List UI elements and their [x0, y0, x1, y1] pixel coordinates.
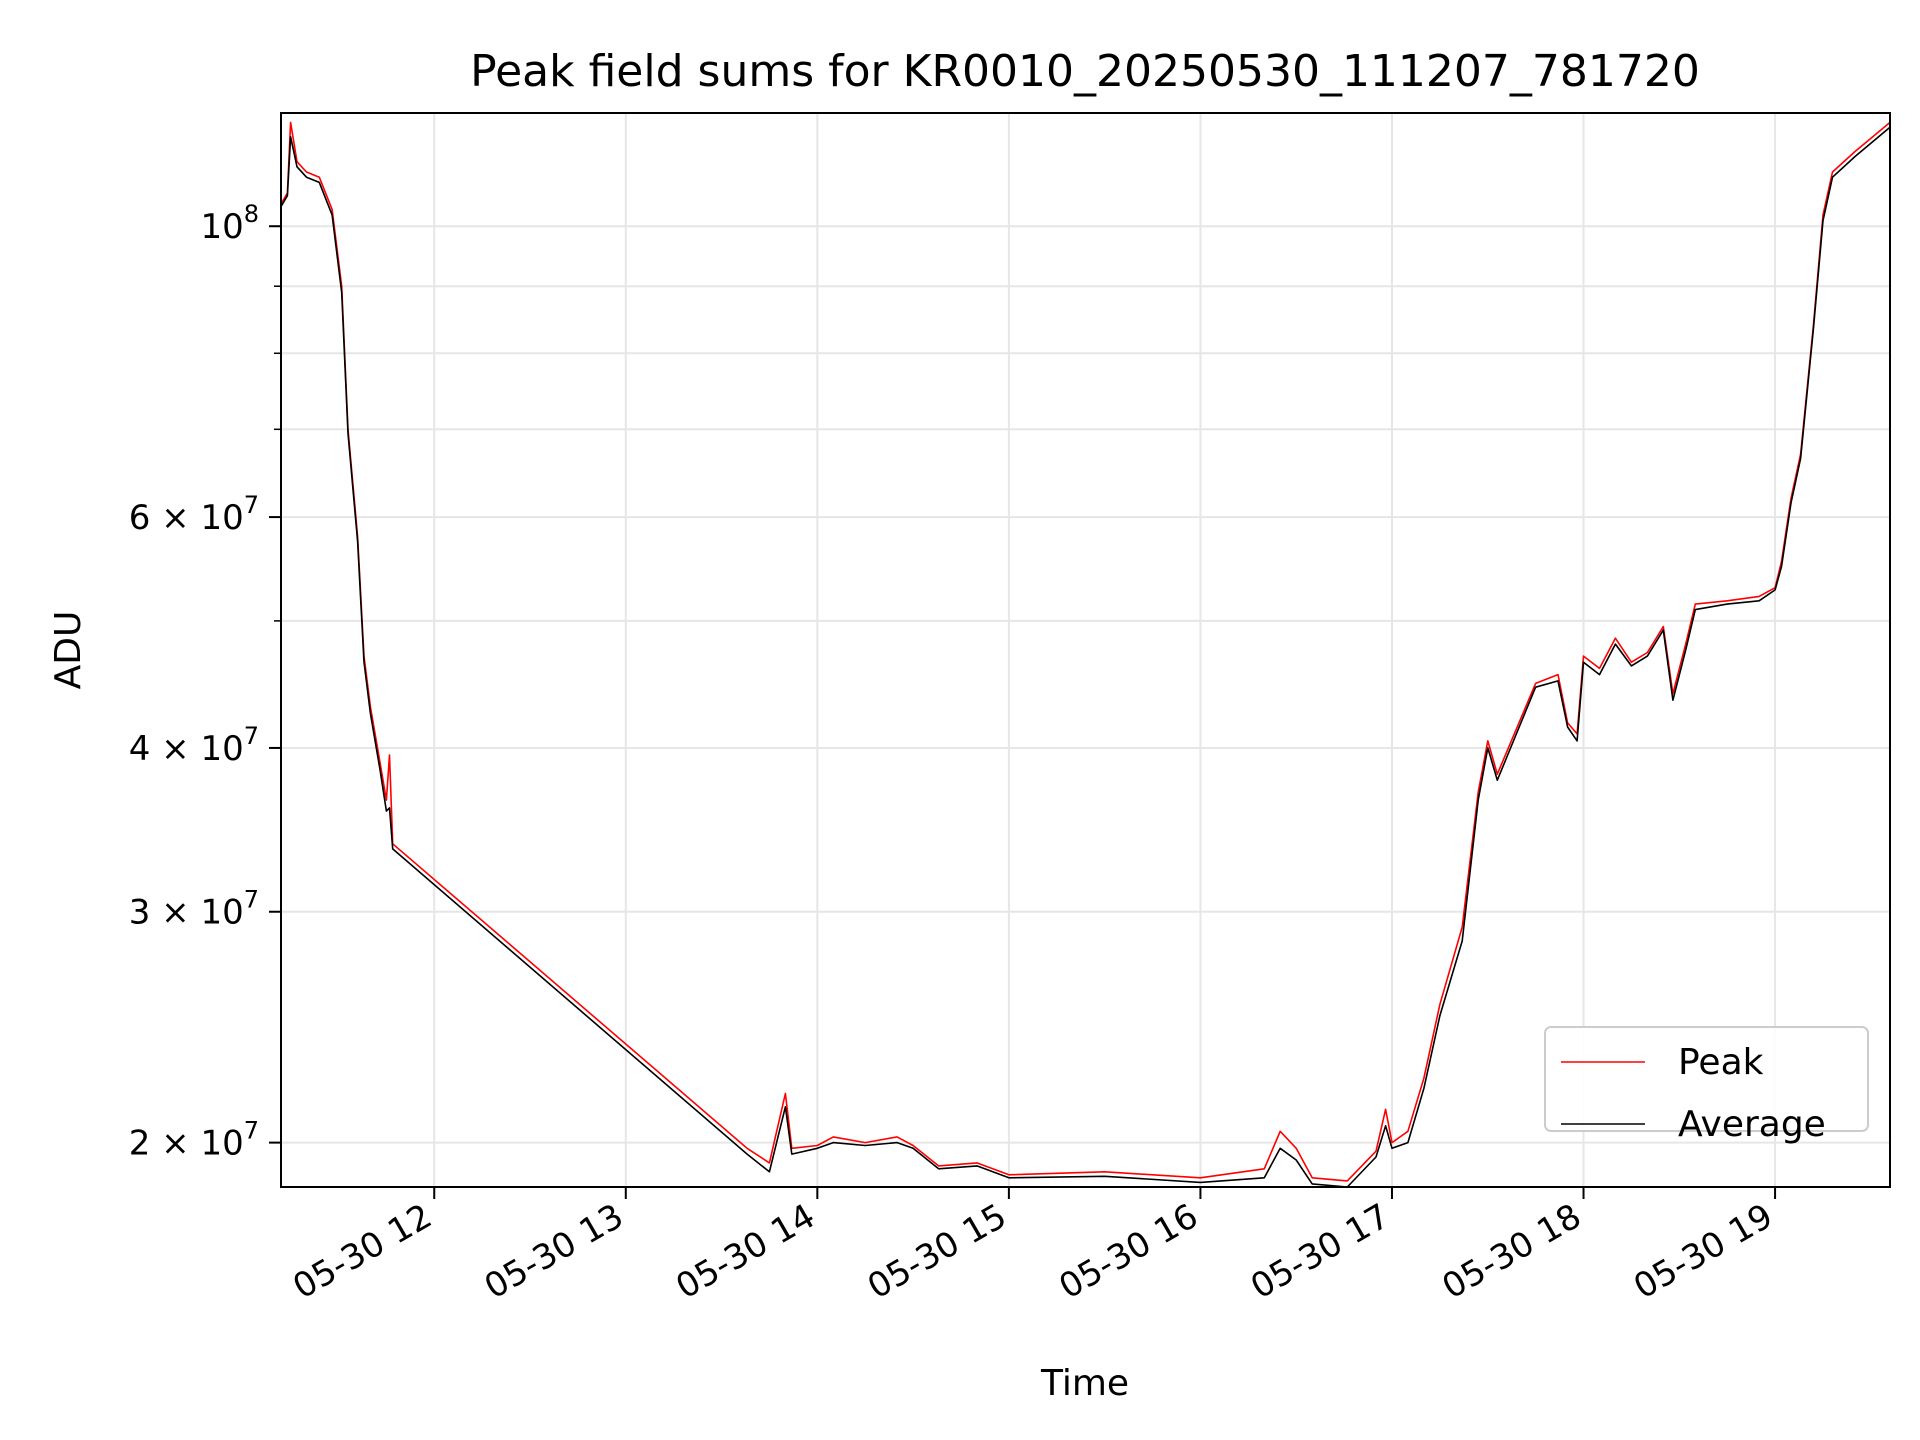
y-tick-label: 2 × 107: [129, 1117, 259, 1164]
legend-box: [1544, 1026, 1869, 1132]
y-tick-label-exponent: 7: [244, 722, 259, 750]
y-tick-label-exponent: 7: [244, 491, 259, 519]
legend-label-average: Average: [1678, 1104, 1826, 1145]
y-tick-label-exponent: 7: [244, 1117, 259, 1145]
y-tick-label: 6 × 107: [129, 491, 259, 538]
chart-title: Peak field sums for KR0010_20250530_1112…: [470, 46, 1700, 97]
y-tick-label-exponent: 7: [244, 886, 259, 914]
legend-label-peak: Peak: [1678, 1042, 1764, 1083]
grid: [281, 113, 1890, 1187]
y-tick-label: 4 × 107: [129, 722, 259, 769]
plot-frame: [280, 112, 1891, 1188]
y-tick-label-base: 6 × 10: [129, 498, 244, 538]
x-axis-label: Time: [1040, 1363, 1129, 1404]
y-tick-label: 108: [200, 200, 259, 247]
y-tick-label-base: 4 × 10: [129, 729, 244, 769]
y-tick-label: 3 × 107: [129, 886, 259, 933]
legend: Peak Average: [1544, 1026, 1869, 1145]
y-tick-label-base: 2 × 10: [129, 1124, 244, 1164]
y-tick-label-exponent: 8: [244, 200, 259, 228]
y-tick-label-base: 3 × 10: [129, 893, 244, 933]
y-axis-label: ADU: [48, 611, 89, 690]
y-tick-label-base: 10: [200, 207, 243, 247]
series-line-peak: [280, 121, 1891, 1182]
